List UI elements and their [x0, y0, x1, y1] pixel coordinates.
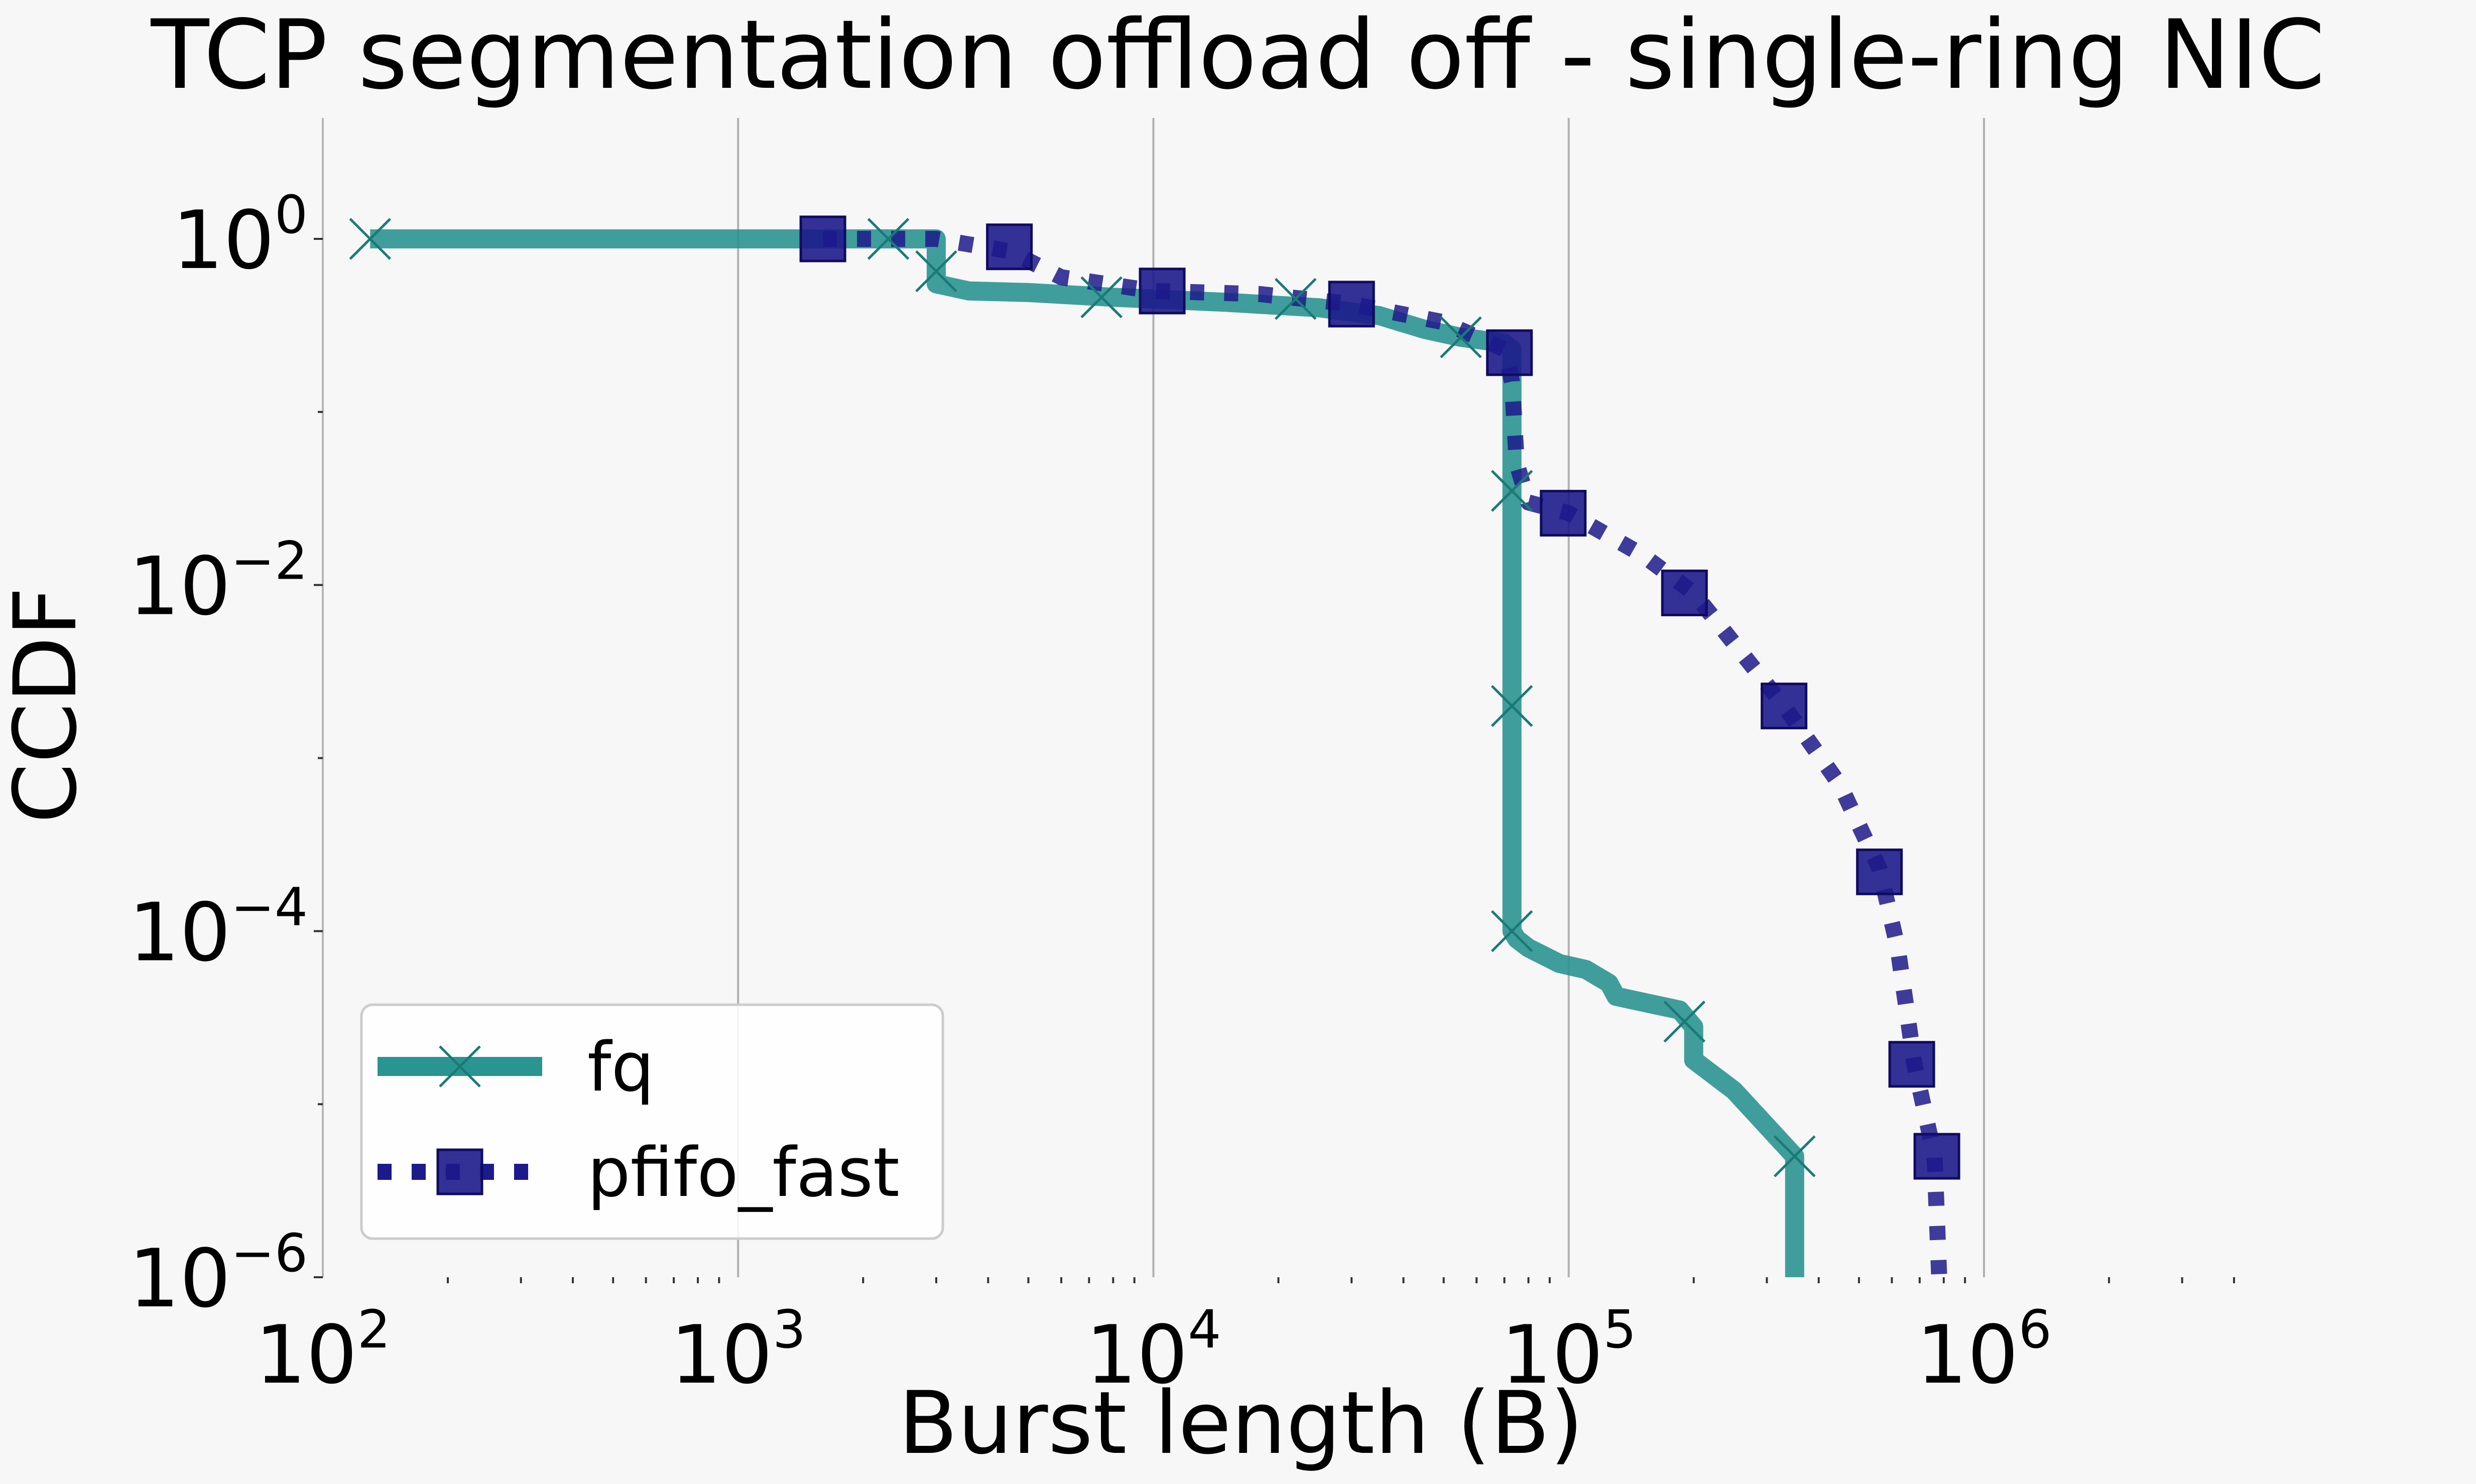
fq-data-point — [349, 218, 392, 260]
chart-title: TCP segmentation offload off - single-ri… — [150, 0, 2325, 110]
pfifo-fast-data-point — [986, 223, 1033, 271]
pfifo-fast-data-point — [799, 215, 846, 262]
x-marker-stroke — [349, 218, 392, 260]
legend-entries: fq pfifo_fast — [378, 1028, 900, 1212]
legend-label: fq — [587, 1028, 654, 1107]
x-marker-stroke — [1274, 278, 1317, 320]
x-marker-stroke — [1774, 1135, 1816, 1177]
x-axis-label: Burst length (B) — [899, 1373, 1584, 1473]
fq-data-point — [1774, 1135, 1816, 1177]
fq-data-point — [1491, 685, 1533, 727]
pfifo-fast-data-point — [1761, 683, 1808, 730]
x-marker-stroke — [439, 1045, 481, 1088]
fq-data-point — [1080, 276, 1123, 319]
x-marker-stroke — [1663, 1000, 1706, 1043]
fq-data-point — [1440, 316, 1482, 358]
x-marker-stroke — [1491, 685, 1533, 727]
x-marker-stroke — [915, 250, 957, 293]
fq-data-point — [1491, 910, 1533, 953]
x-tick-label: 103 — [670, 1299, 806, 1402]
axes — [314, 118, 2235, 1283]
x-marker-stroke — [1440, 316, 1482, 358]
x-marker-stroke — [1491, 910, 1533, 953]
x-marker-stroke — [867, 218, 910, 260]
pfifo-fast-data-point — [1661, 569, 1708, 616]
x-tick-label: 106 — [1916, 1299, 2052, 1402]
series-markers — [349, 215, 1960, 1180]
fq-data-point — [1663, 1000, 1706, 1043]
legend: fq pfifo_fast — [360, 1003, 944, 1240]
x-tick-label: 104 — [1086, 1299, 1221, 1402]
tick-labels: 102 103 104 105 106 100 10−2 10−4 10−6 — [129, 184, 2052, 1402]
y-tick-label: 10−4 — [129, 876, 308, 979]
pfifo-fast-data-point — [1913, 1133, 1960, 1180]
fq-data-point — [867, 218, 910, 260]
y-tick-label: 10−2 — [129, 530, 308, 633]
pfifo-fast-data-point — [1856, 848, 1903, 895]
x-tick-label: 105 — [1501, 1299, 1637, 1402]
pfifo-fast-data-point — [1888, 1041, 1935, 1088]
x-marker-stroke — [1080, 276, 1123, 319]
x-tick-label: 102 — [255, 1299, 391, 1402]
fq-data-point — [1274, 278, 1317, 320]
y-tick-label: 100 — [172, 184, 308, 287]
y-axis-label: CCDF — [0, 587, 96, 824]
fq-data-point — [1491, 470, 1533, 512]
legend-marker-pfifo-fast — [436, 1148, 483, 1195]
y-tick-label: 10−6 — [129, 1223, 308, 1325]
legend-marker-fq — [439, 1045, 481, 1088]
pfifo-fast-data-point — [1139, 267, 1186, 315]
pfifo-fast-data-point — [1486, 329, 1533, 376]
pfifo-fast-data-point — [1540, 490, 1587, 537]
pfifo-fast-data-point — [1328, 281, 1375, 328]
x-marker-stroke — [1491, 470, 1533, 512]
fq-data-point — [915, 250, 957, 293]
legend-label: pfifo_fast — [587, 1133, 900, 1212]
